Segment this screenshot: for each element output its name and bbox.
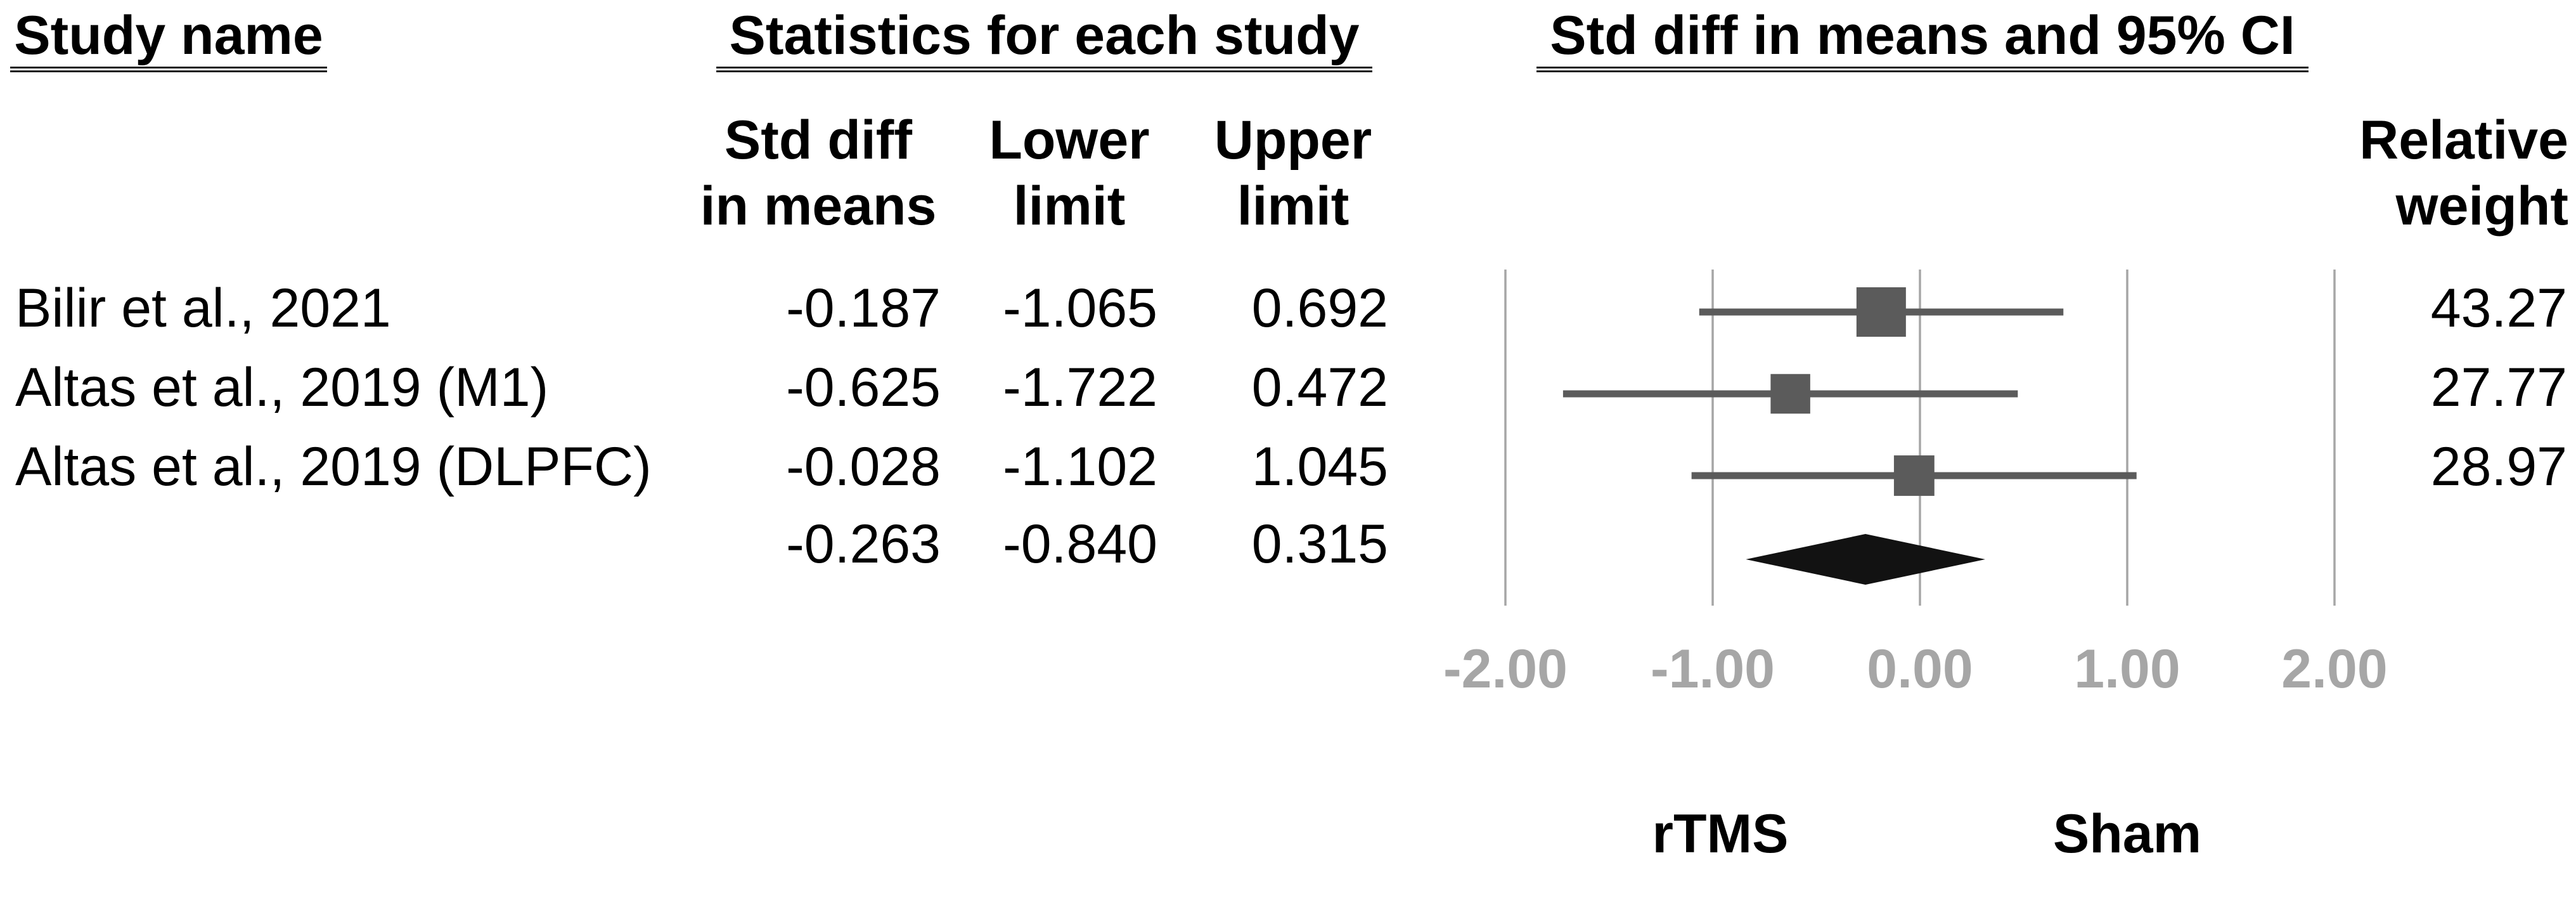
summary-diamond: [1746, 534, 1986, 585]
column-header-lower-line2: limit: [1013, 176, 1126, 237]
lower-limit-cell: -1.102: [1003, 436, 1157, 497]
table-row: Altas et al., 2019 (M1) -0.625 -1.722 0.472…: [0, 360, 2576, 415]
x-tick-label: 0.00: [1867, 639, 1973, 700]
x-tick-label: -2.00: [1443, 639, 1568, 700]
upper-limit-cell: 1.045: [1251, 436, 1388, 497]
column-header-std-diff: Std diff in means: [692, 107, 945, 239]
relative-weight-cell: 27.77: [2430, 357, 2567, 418]
x-tick-label: 1.00: [2074, 639, 2180, 700]
study-name-cell: Altas et al., 2019 (M1): [15, 357, 549, 418]
table-row: Bilir et al., 2021 -0.187 -1.065 0.692 43.27: [0, 281, 2576, 335]
x-tick-label: 2.00: [2281, 639, 2387, 700]
summary-row: -0.263 -0.840 0.315: [0, 517, 2576, 571]
column-header-std-diff-line2: in means: [700, 176, 937, 237]
x-tick-label: -1.00: [1651, 639, 1775, 700]
point-estimate-square: [1856, 287, 1906, 337]
upper-limit-cell: 0.692: [1251, 278, 1388, 339]
std-diff-cell: -0.263: [786, 514, 941, 575]
point-estimate-square: [1893, 455, 1935, 496]
point-estimate-square: [1770, 374, 1810, 414]
upper-limit-cell: 0.472: [1251, 357, 1388, 418]
std-diff-cell: -0.028: [786, 436, 941, 497]
study-name-header: Study name: [10, 8, 327, 72]
column-header-relative-weight: Relative weight: [2283, 107, 2568, 239]
lower-limit-cell: -0.840: [1003, 514, 1157, 575]
column-header-std-diff-line1: Std diff: [724, 110, 913, 171]
column-header-lower-line1: Lower: [989, 110, 1150, 171]
group-label-rtms: rTMS: [1652, 804, 1789, 864]
column-header-upper-line2: limit: [1237, 176, 1349, 237]
group-label-sham: Sham: [2052, 804, 2202, 864]
column-header-upper-limit: Upper limit: [1166, 107, 1420, 239]
column-header-upper-line1: Upper: [1214, 110, 1372, 171]
study-name-cell: Altas et al., 2019 (DLPFC): [15, 436, 652, 497]
column-header-lower-limit: Lower limit: [943, 107, 1196, 239]
lower-limit-cell: -1.722: [1003, 357, 1157, 418]
relative-weight-cell: 28.97: [2430, 436, 2567, 497]
column-header-weight-line2: weight: [2395, 176, 2568, 237]
std-diff-cell: -0.187: [786, 278, 941, 339]
column-header-weight-line1: Relative: [2359, 110, 2568, 171]
lower-limit-cell: -1.065: [1003, 278, 1157, 339]
plot-header: Std diff in means and 95% CI: [1536, 8, 2309, 72]
study-name-cell: Bilir et al., 2021: [15, 278, 391, 339]
relative-weight-cell: 43.27: [2430, 278, 2567, 339]
table-row: Altas et al., 2019 (DLPFC) -0.028 -1.102 1.…: [0, 439, 2576, 494]
std-diff-cell: -0.625: [786, 357, 941, 418]
statistics-header: Statistics for each study: [716, 8, 1372, 72]
upper-limit-cell: 0.315: [1251, 514, 1388, 575]
